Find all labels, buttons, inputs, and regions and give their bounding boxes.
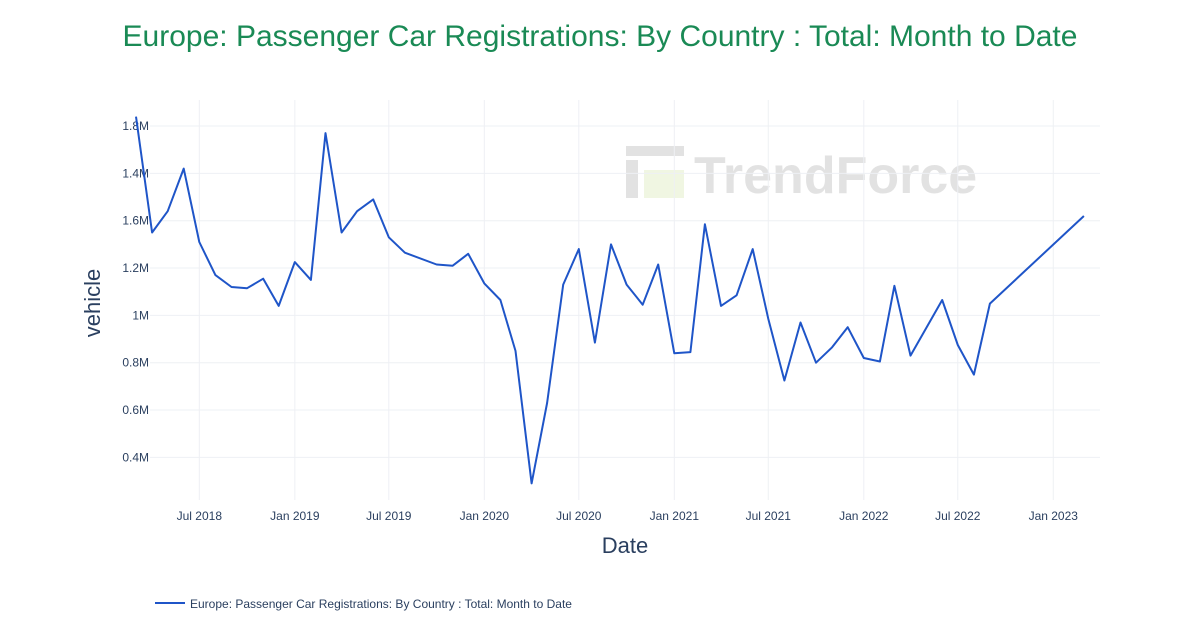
x-tick-label: Jan 2020 <box>460 509 510 523</box>
series-line <box>135 116 1085 485</box>
watermark-logo-bar-left <box>626 160 638 198</box>
watermark-logo-bar-top <box>626 146 684 156</box>
x-tick-label: Jul 2018 <box>177 509 223 523</box>
x-tick-label: Jan 2021 <box>650 509 700 523</box>
y-tick-label: 0.4M <box>122 450 149 464</box>
y-tick-label: 1.2M <box>122 261 149 275</box>
x-tick-label: Jan 2023 <box>1029 509 1079 523</box>
y-tick-labels: 0.4M 0.6M 0.8M 1M 1.2M 1.6M 1.4M 1.8M <box>122 119 149 464</box>
y-tick-label: 0.8M <box>122 356 149 370</box>
y-axis-title: vehicle <box>80 269 105 337</box>
x-tick-label: Jul 2020 <box>556 509 602 523</box>
watermark-logo-block <box>644 170 684 198</box>
x-tick-label: Jan 2019 <box>270 509 320 523</box>
x-tick-label: Jul 2019 <box>366 509 412 523</box>
x-tick-label: Jul 2022 <box>935 509 981 523</box>
legend[interactable]: Europe: Passenger Car Registrations: By … <box>155 597 572 611</box>
legend-label: Europe: Passenger Car Registrations: By … <box>190 597 572 611</box>
y-gridlines <box>150 125 1100 458</box>
x-gridlines <box>198 100 1054 500</box>
y-tick-label: 0.6M <box>122 403 149 417</box>
y-tick-label: 1M <box>132 308 149 322</box>
y-tick-label: 1.4M <box>122 166 149 180</box>
x-tick-labels: Jul 2018 Jan 2019 Jul 2019 Jan 2020 Jul 2020… <box>177 509 1079 523</box>
trendforce-watermark: TrendForce <box>626 146 977 205</box>
x-tick-label: Jan 2022 <box>839 509 889 523</box>
y-tick-label: 1.8M <box>122 119 149 133</box>
x-tick-label: Jul 2021 <box>746 509 792 523</box>
x-axis-title: Date <box>602 533 648 558</box>
y-tick-label: 1.6M <box>122 214 149 228</box>
watermark-wordmark: TrendForce <box>694 147 977 205</box>
chart-title: Europe: Passenger Car Registrations: By … <box>122 20 1078 53</box>
